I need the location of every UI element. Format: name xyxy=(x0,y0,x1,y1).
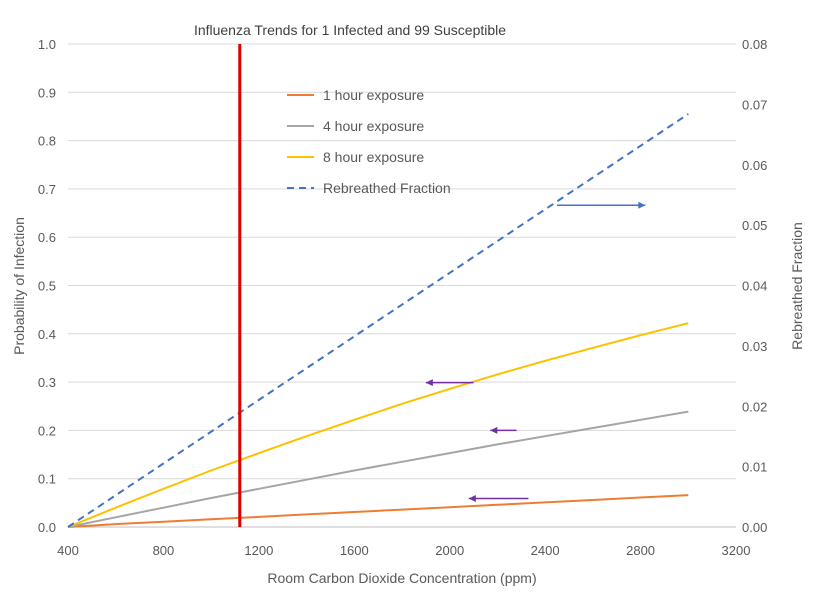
legend: 1 hour exposure 4 hour exposure 8 hour exp… xyxy=(287,87,451,196)
legend-label: 8 hour exposure xyxy=(323,149,424,165)
annotation-arrow-head xyxy=(468,495,476,503)
legend-label: 4 hour exposure xyxy=(323,118,424,134)
y-tick-label: 0.1 xyxy=(38,472,56,487)
annotation-arrow-head xyxy=(638,201,646,209)
y-tick-label: 0.5 xyxy=(38,279,56,294)
y2-axis-title: Rebreathed Fraction xyxy=(789,222,805,350)
x-tick-label: 800 xyxy=(153,543,175,558)
x-tick-label: 1200 xyxy=(244,543,273,558)
y-tick-label: 1.0 xyxy=(38,37,56,52)
y-tick-label: 0.3 xyxy=(38,375,56,390)
y2-tick-label: 0.05 xyxy=(742,218,767,233)
chart-title: Influenza Trends for 1 Infected and 99 S… xyxy=(194,22,506,38)
x-tick-label: 400 xyxy=(57,543,79,558)
y-axis-title: Probability of Infection xyxy=(11,217,27,355)
x-tick-label: 3200 xyxy=(722,543,751,558)
y2-tick-label: 0.07 xyxy=(742,97,767,112)
y2-tick-label: 0.00 xyxy=(742,520,767,535)
y2-tick-label: 0.06 xyxy=(742,158,767,173)
y2-tick-label: 0.02 xyxy=(742,399,767,414)
x-tick-label: 1600 xyxy=(340,543,369,558)
legend-label: Rebreathed Fraction xyxy=(323,180,451,196)
legend-label: 1 hour exposure xyxy=(323,87,424,103)
x-tick-label: 2000 xyxy=(435,543,464,558)
series-line-4 xyxy=(67,113,689,528)
y-tick-label: 0.2 xyxy=(38,423,56,438)
y-tick-label: 0.6 xyxy=(38,230,56,245)
y-tick-label: 0.8 xyxy=(38,134,56,149)
axes: 0.0 0.1 0.2 0.3 0.4 0.5 0.6 0.7 0.8 0.9 1.0 0.00 0.0… xyxy=(38,37,767,558)
annotation-arrows xyxy=(425,201,646,503)
y2-tick-label: 0.01 xyxy=(742,460,767,475)
x-axis-title: Room Carbon Dioxide Concentration (ppm) xyxy=(267,570,536,586)
series-lines xyxy=(67,113,689,528)
series-line-2 xyxy=(67,410,689,528)
x-tick-label: 2800 xyxy=(626,543,655,558)
gridlines xyxy=(68,43,736,528)
annotation-arrow-head xyxy=(490,426,498,434)
y2-tick-label: 0.03 xyxy=(742,339,767,354)
y2-tick-label: 0.04 xyxy=(742,279,767,294)
series-line-3 xyxy=(67,322,689,528)
y-tick-label: 0.9 xyxy=(38,85,56,100)
y-tick-label: 0.4 xyxy=(38,327,56,342)
series-line-1 xyxy=(67,494,689,528)
y-tick-label: 0.7 xyxy=(38,182,56,197)
y2-tick-label: 0.08 xyxy=(742,37,767,52)
annotation-arrow-head xyxy=(425,379,433,387)
y-tick-label: 0.0 xyxy=(38,520,56,535)
x-tick-label: 2400 xyxy=(531,543,560,558)
